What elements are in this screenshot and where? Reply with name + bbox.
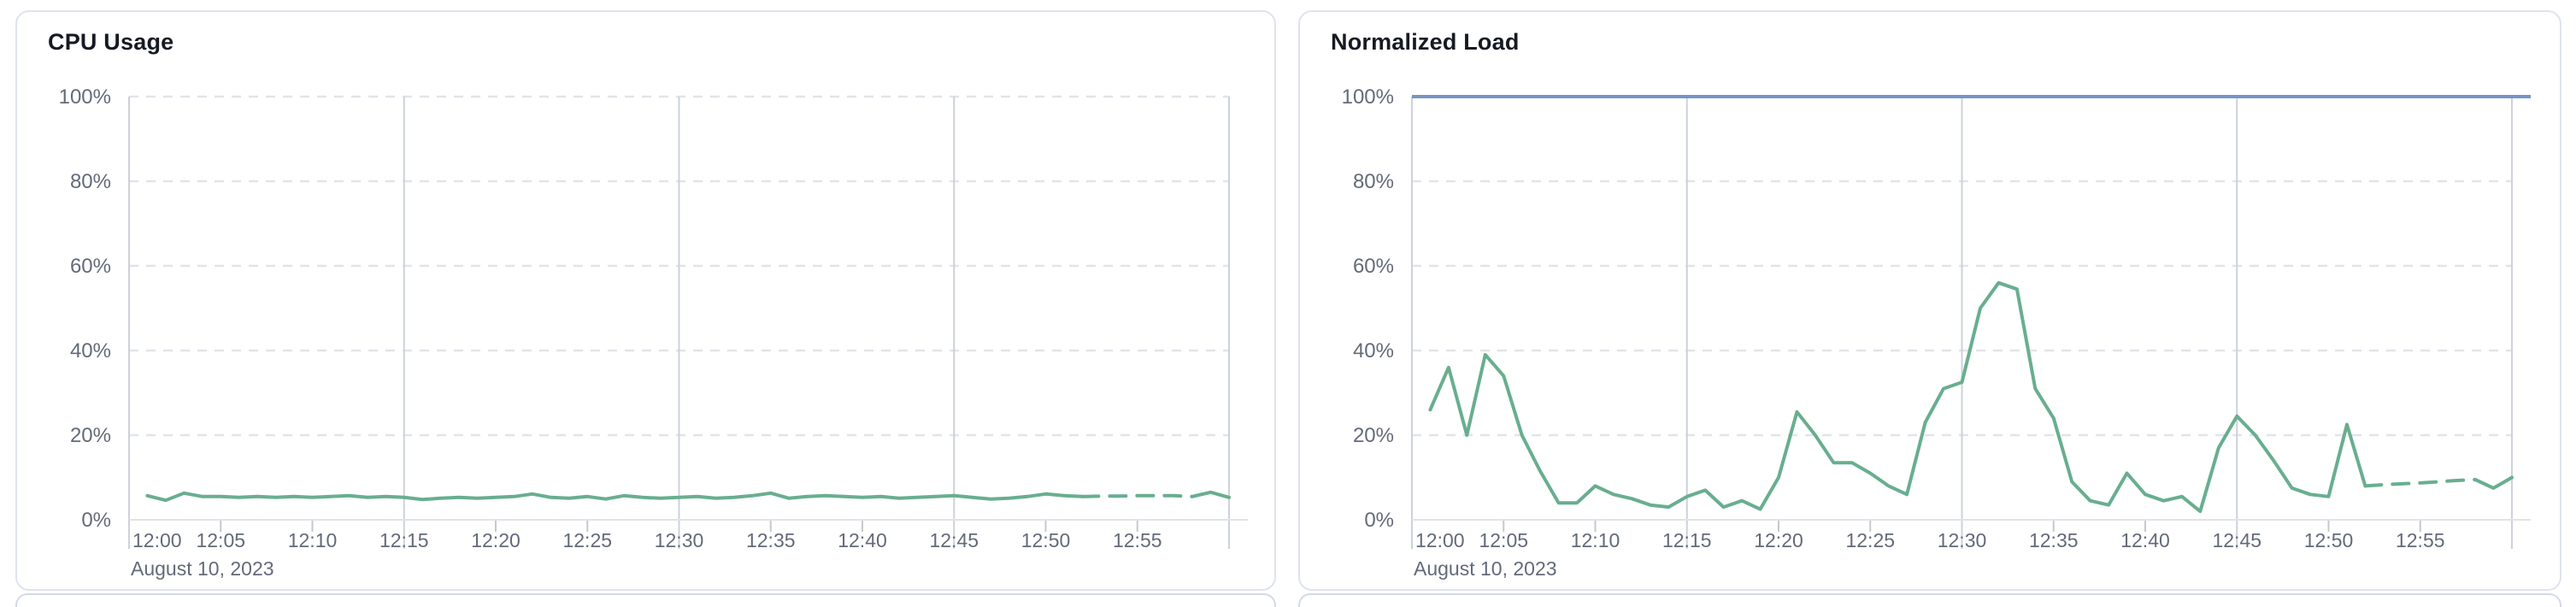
normalized-load-panel: 12:00 12:05 12:10 12:15 12:20 12:25 12:30 12:35…	[1298, 10, 2561, 591]
svg-text:12:00: 12:00	[1415, 529, 1465, 551]
next-row-card-edge	[15, 593, 1276, 607]
svg-text:12:50: 12:50	[2304, 529, 2354, 551]
svg-text:12:20: 12:20	[471, 529, 520, 551]
chart-title: CPU Usage	[48, 29, 174, 55]
svg-text:12:55: 12:55	[2396, 529, 2445, 551]
date-label: August 10, 2023	[131, 557, 274, 580]
svg-text:12:30: 12:30	[655, 529, 704, 551]
svg-text:12:40: 12:40	[2120, 529, 2170, 551]
svg-text:12:30: 12:30	[1938, 529, 1987, 551]
svg-text:12:50: 12:50	[1021, 529, 1071, 551]
svg-text:12:35: 12:35	[746, 529, 796, 551]
svg-text:12:25: 12:25	[562, 529, 612, 551]
svg-text:12:25: 12:25	[1845, 529, 1895, 551]
svg-text:40%: 40%	[1353, 339, 1394, 362]
svg-text:20%: 20%	[70, 424, 111, 447]
svg-text:12:15: 12:15	[1662, 529, 1712, 551]
svg-text:12:35: 12:35	[2029, 529, 2079, 551]
chart-title: Normalized Load	[1331, 29, 1520, 55]
svg-text:12:45: 12:45	[2212, 529, 2261, 551]
svg-text:12:40: 12:40	[838, 529, 887, 551]
date-label: August 10, 2023	[1414, 557, 1557, 580]
svg-text:100%: 100%	[1342, 85, 1394, 109]
svg-text:12:20: 12:20	[1754, 529, 1803, 551]
svg-text:12:55: 12:55	[1113, 529, 1162, 551]
svg-text:0%: 0%	[1364, 509, 1394, 532]
svg-text:12:15: 12:15	[379, 529, 429, 551]
svg-text:12:10: 12:10	[288, 529, 338, 551]
svg-text:0%: 0%	[81, 509, 111, 532]
svg-text:12:45: 12:45	[929, 529, 979, 551]
svg-text:20%: 20%	[1353, 424, 1394, 447]
next-row-card-edge	[1298, 593, 2561, 607]
svg-text:40%: 40%	[70, 339, 111, 362]
cpu-usage-chart[interactable]: 12:00 12:05 12:10 12:15 12:20 12:25 12:30 12:35…	[17, 12, 1274, 589]
normalized-load-chart[interactable]: 12:00 12:05 12:10 12:15 12:20 12:25 12:30 12:35…	[1300, 12, 2560, 589]
svg-text:12:05: 12:05	[196, 529, 245, 551]
svg-text:12:00: 12:00	[132, 529, 182, 551]
svg-text:80%: 80%	[1353, 170, 1394, 193]
cpu-usage-panel: 12:00 12:05 12:10 12:15 12:20 12:25 12:30 12:35…	[15, 10, 1276, 591]
svg-text:60%: 60%	[1353, 255, 1394, 278]
svg-text:12:10: 12:10	[1571, 529, 1620, 551]
svg-text:100%: 100%	[59, 85, 111, 109]
svg-text:12:05: 12:05	[1479, 529, 1528, 551]
svg-text:80%: 80%	[70, 170, 111, 193]
svg-text:60%: 60%	[70, 255, 111, 278]
